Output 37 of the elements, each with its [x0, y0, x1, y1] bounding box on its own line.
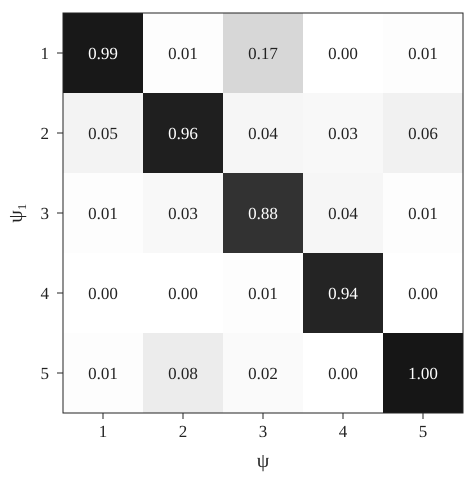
x-tick-label: 5: [418, 422, 428, 441]
data-label: 0.01: [408, 44, 438, 63]
data-label: 0.00: [88, 284, 118, 303]
data-label: 0.04: [328, 204, 358, 223]
x-tick-label: 3: [258, 422, 268, 441]
data-label: 0.00: [328, 44, 358, 63]
data-label: 0.99: [88, 44, 118, 63]
data-label: 0.00: [168, 284, 198, 303]
data-label: 0.02: [248, 364, 278, 383]
data-label: 0.05: [88, 124, 118, 143]
data-label: 0.01: [88, 204, 118, 223]
data-label: 0.08: [168, 364, 198, 383]
data-label: 0.04: [248, 124, 278, 143]
data-label: 0.06: [408, 124, 438, 143]
data-label: 0.96: [168, 124, 198, 143]
x-tick-label: 2: [178, 422, 188, 441]
data-label: 0.94: [328, 284, 358, 303]
data-label: 0.01: [408, 204, 438, 223]
data-label: 0.01: [88, 364, 118, 383]
data-label: 0.03: [168, 204, 198, 223]
data-label: 0.17: [248, 44, 278, 63]
x-tick-label: 1: [98, 422, 108, 441]
y-tick-label: 4: [40, 284, 50, 303]
y-tick-label: 1: [40, 44, 49, 63]
y-axis-title: ψ₁: [5, 203, 27, 223]
data-label: 0.01: [248, 284, 278, 303]
data-label: 0.88: [248, 204, 278, 223]
data-label: 0.01: [168, 44, 198, 63]
y-tick-label: 5: [40, 364, 49, 383]
data-label: 0.03: [328, 124, 358, 143]
data-label: 1.00: [408, 364, 438, 383]
y-tick-label: 2: [40, 124, 49, 143]
y-tick-label: 3: [40, 204, 49, 223]
x-axis-title: ψ: [256, 450, 270, 472]
data-label: 0.00: [328, 364, 358, 383]
data-label: 0.00: [408, 284, 438, 303]
x-tick-label: 4: [338, 422, 348, 441]
